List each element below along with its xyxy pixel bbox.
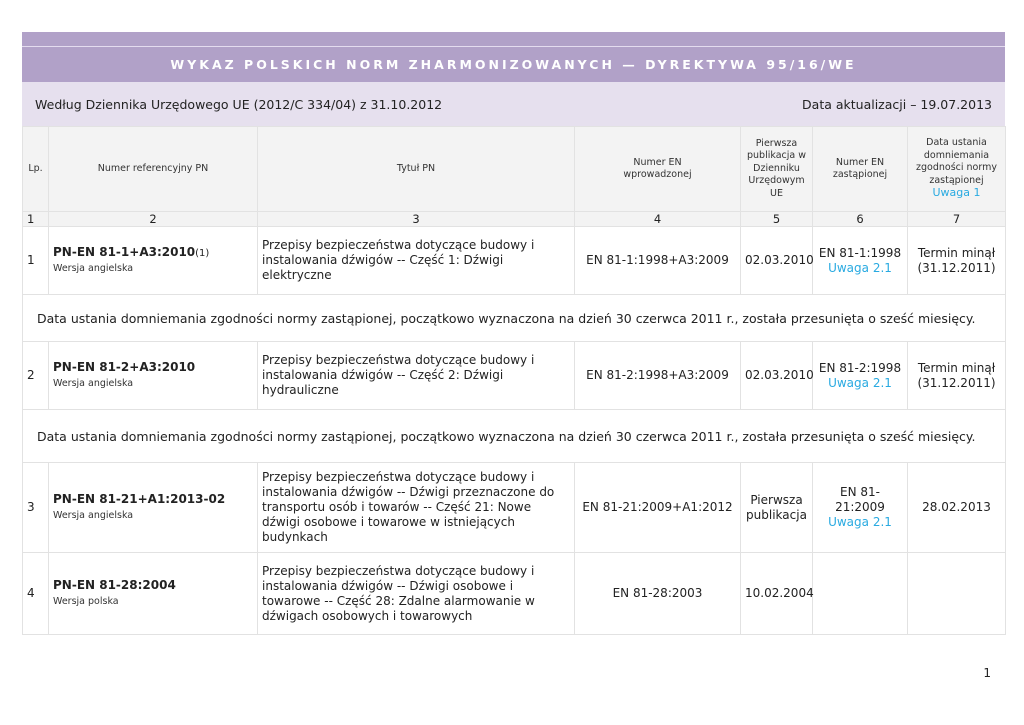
reference-number: PN-EN 81-28:2004	[53, 578, 176, 592]
standards-table: Lp. Numer referencyjny PN Tytuł PN Numer…	[22, 126, 1006, 635]
col-number: 3	[257, 211, 575, 227]
footnote-row: Data ustania domniemania zgodności normy…	[22, 409, 1006, 463]
table-row: 3 PN-EN 81-21+A1:2013-02 Wersja angielska…	[22, 462, 1006, 553]
lp-cell: 4	[22, 552, 49, 635]
header-cell: Numer EN wprowadzonej	[574, 126, 741, 212]
header-cell: Numer EN zastąpionej	[812, 126, 908, 212]
footnote-text: Data ustania domniemania zgodności normy…	[22, 294, 1006, 342]
version-text: Wersja angielska	[53, 510, 134, 521]
reference-cell: PN-EN 81-2+A3:2010 Wersja angielska	[48, 341, 258, 410]
title-cell: Przepisy bezpieczeństwa dotyczące budowy…	[257, 552, 575, 635]
date-cell	[907, 552, 1006, 635]
en-cell: EN 81-2:1998+A3:2009	[574, 341, 741, 410]
publication-cell: 02.03.2010	[740, 226, 814, 295]
header-cell: Pierwsza publikacja w Dzienniku Urzędowy…	[740, 126, 813, 212]
col-number: 6	[812, 211, 908, 227]
publication-cell: 10.02.2004	[740, 552, 814, 635]
footnote-row: Data ustania domniemania zgodności normy…	[22, 294, 1006, 342]
header-cell: Tytuł PN	[257, 126, 575, 212]
replaced-number: EN 81-21:2009	[835, 485, 885, 514]
footnote-text: Data ustania domniemania zgodności normy…	[22, 409, 1006, 463]
col-number: 1	[22, 211, 49, 227]
publication-cell: Pierwsza publikacja	[740, 462, 813, 553]
header-strip	[22, 32, 1005, 47]
version-text: Wersja angielska	[53, 263, 134, 274]
note-link[interactable]: Uwaga 2.1	[828, 260, 892, 275]
reference-number: PN-EN 81-21+A1:2013-02	[53, 492, 226, 506]
replaced-cell: EN 81-2:1998 Uwaga 2.1	[812, 341, 908, 410]
version-text: Wersja angielska	[53, 378, 134, 389]
replaced-cell: EN 81-1:1998 Uwaga 2.1	[812, 226, 908, 295]
lp-cell: 3	[22, 462, 49, 553]
reference-cell: PN-EN 81-28:2004 Wersja polska	[48, 552, 258, 635]
date-cell: Termin minął (31.12.2011)	[907, 341, 1006, 410]
header-label: Data ustania domniemania zgodności normy…	[916, 137, 997, 186]
publication-cell: 02.03.2010	[740, 341, 814, 410]
replaced-number: EN 81-2:1998	[818, 360, 902, 375]
update-date: Data aktualizacji – 19.07.2013	[802, 96, 992, 112]
header-cell: Lp.	[22, 126, 49, 212]
replaced-cell	[812, 552, 908, 635]
date-cell: 28.02.2013	[907, 462, 1006, 553]
col-number: 5	[740, 211, 813, 227]
reference-number: PN-EN 81-1+A3:2010	[53, 245, 196, 259]
reference-number: PN-EN 81-2+A3:2010	[53, 360, 196, 374]
header-cell: Data ustania domniemania zgodności normy…	[907, 126, 1006, 212]
title-cell: Przepisy bezpieczeństwa dotyczące budowy…	[257, 341, 575, 410]
en-cell: EN 81-21:2009+A1:2012	[574, 462, 741, 553]
title-cell: Przepisy bezpieczeństwa dotyczące budowy…	[257, 226, 575, 295]
subheader: Według Dziennika Urzędowego UE (2012/C 3…	[22, 82, 1005, 126]
column-number-row: 1 2 3 4 5 6 7	[22, 211, 1006, 227]
header-cell: Numer referencyjny PN	[48, 126, 258, 212]
col-number: 2	[48, 211, 258, 227]
title-cell: Przepisy bezpieczeństwa dotyczące budowy…	[257, 462, 575, 553]
document: WYKAZ POLSKICH NORM ZHARMONIZOWANYCH — D…	[22, 32, 1006, 635]
replaced-number: EN 81-1:1998	[818, 245, 902, 260]
col-number: 4	[574, 211, 741, 227]
lp-cell: 1	[22, 226, 49, 295]
en-cell: EN 81-28:2003	[574, 552, 741, 635]
table-row: 4 PN-EN 81-28:2004 Wersja polska Przepisy…	[22, 552, 1006, 635]
version-text: Wersja polska	[53, 596, 119, 607]
en-cell: EN 81-1:1998+A3:2009	[574, 226, 741, 295]
col-number: 7	[907, 211, 1006, 227]
date-cell: Termin minął (31.12.2011)	[907, 226, 1006, 295]
footnote-ref: (1)	[195, 248, 210, 259]
note-link[interactable]: Uwaga 2.1	[828, 375, 892, 390]
page-title: WYKAZ POLSKICH NORM ZHARMONIZOWANYCH — D…	[22, 47, 1005, 82]
lp-cell: 2	[22, 341, 49, 410]
reference-cell: PN-EN 81-1+A3:2010(1) Wersja angielska	[48, 226, 258, 295]
page-number: 1	[983, 666, 991, 680]
replaced-cell: EN 81-21:2009 Uwaga 2.1	[812, 462, 908, 553]
source-text: Według Dziennika Urzędowego UE (2012/C 3…	[35, 96, 443, 112]
note-link[interactable]: Uwaga 2.1	[828, 515, 892, 529]
table-row: 2 PN-EN 81-2+A3:2010 Wersja angielska Prz…	[22, 341, 1006, 410]
reference-cell: PN-EN 81-21+A1:2013-02 Wersja angielska	[48, 462, 258, 553]
note-link[interactable]: Uwaga 1	[932, 186, 981, 200]
header-row: Lp. Numer referencyjny PN Tytuł PN Numer…	[22, 126, 1006, 212]
table-row: 1 PN-EN 81-1+A3:2010(1) Wersja angielska …	[22, 226, 1006, 295]
